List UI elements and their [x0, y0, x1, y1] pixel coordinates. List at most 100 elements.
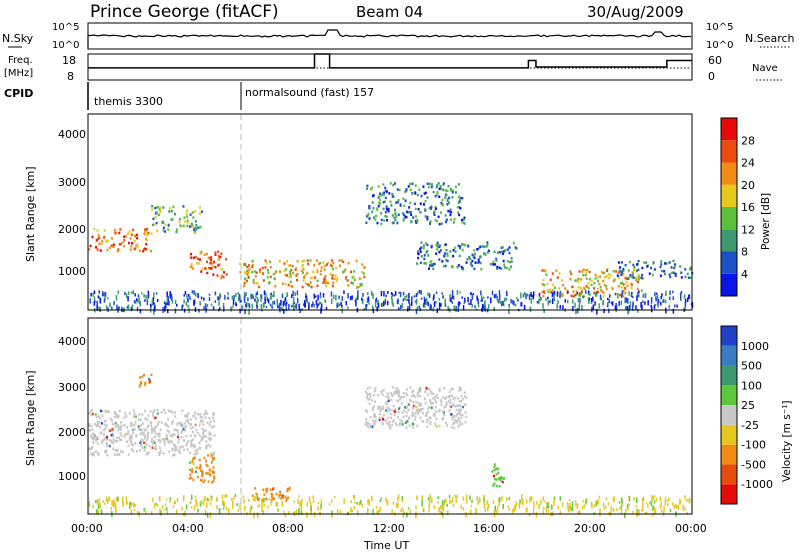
velocity-mark — [203, 456, 206, 460]
power-mark — [353, 276, 356, 279]
velocity-mark — [160, 421, 163, 424]
power-mark — [471, 259, 474, 263]
power-ground-mark — [357, 290, 359, 295]
power-mark — [481, 245, 484, 248]
power-ground-mark — [164, 305, 166, 312]
velocity-mark — [171, 454, 174, 457]
velocity-mark — [434, 395, 437, 399]
velocity-ground-mark — [263, 497, 265, 503]
power-ground-mark — [500, 301, 503, 307]
power-mark — [302, 271, 305, 274]
power-ground-mark — [508, 308, 510, 314]
velocity-mark — [119, 425, 122, 429]
velocity-mark — [205, 471, 208, 475]
power-mark — [129, 248, 132, 251]
power-mark — [191, 225, 194, 228]
velocity-mark — [212, 479, 215, 483]
velocity-ground-mark — [312, 495, 315, 500]
power-ground-mark — [127, 304, 130, 310]
power-mark — [660, 263, 663, 266]
velocity-mark — [95, 439, 98, 443]
power-mark — [603, 271, 606, 275]
power-mark — [461, 196, 464, 200]
velocity-mark — [373, 415, 376, 419]
power-mark — [377, 204, 380, 208]
power-mark — [184, 220, 187, 223]
power-mark — [408, 206, 411, 209]
power-mark — [496, 267, 499, 271]
power-mark — [500, 267, 503, 270]
power-ground-mark — [411, 298, 413, 301]
velocity-mark — [433, 422, 436, 426]
velocity-mark — [373, 400, 376, 403]
velocity-colorbar-label: Velocity [m s⁻¹] — [781, 400, 793, 482]
power-ground-mark — [237, 296, 240, 301]
power-mark — [492, 263, 495, 266]
power-mark — [608, 273, 611, 276]
velocity-mark — [124, 433, 127, 436]
power-mark — [251, 270, 254, 274]
power-ground-mark — [488, 304, 490, 309]
power-mark — [618, 266, 621, 269]
velocity-mark — [194, 423, 197, 427]
velocity-mark — [137, 418, 140, 421]
velocity-mark — [202, 480, 205, 484]
velocity-mark — [114, 421, 117, 425]
power-ground-mark — [458, 301, 460, 307]
power-mark — [624, 287, 627, 290]
power-ground-mark — [579, 298, 581, 303]
velocity-mark — [425, 386, 428, 390]
velocity-mark — [180, 431, 183, 434]
power-ground-mark — [281, 307, 284, 310]
power-mark — [463, 222, 466, 225]
velocity-mark — [101, 409, 104, 413]
velocity-mark — [192, 414, 195, 418]
power-mark — [420, 246, 423, 249]
velocity-mark — [493, 465, 496, 469]
velocity-ground-mark — [659, 505, 662, 509]
velocity-mark — [454, 414, 457, 418]
velocity-mark — [265, 497, 268, 501]
power-mark — [566, 289, 569, 293]
velocity-mark — [96, 442, 99, 446]
power-ground-mark — [684, 301, 687, 308]
power-ground-mark — [134, 293, 136, 297]
power-mark — [570, 272, 573, 276]
power-mark — [290, 268, 293, 272]
velocity-mark — [156, 408, 159, 412]
velocity-mark — [116, 440, 119, 443]
velocity-mark — [97, 453, 100, 457]
velocity-mark — [377, 405, 380, 409]
power-mark — [643, 261, 646, 264]
power-ground-mark — [143, 294, 145, 298]
power-ground-mark — [533, 291, 535, 297]
power-mark — [447, 209, 450, 213]
power-ground-mark — [576, 308, 579, 314]
velocity-ground-mark — [299, 501, 301, 507]
velocity-mark — [147, 431, 150, 435]
power-mark — [468, 255, 471, 259]
power-mark — [508, 251, 511, 255]
velocity-ground-mark — [350, 506, 352, 513]
velocity-mark — [431, 402, 434, 405]
velocity-mark — [396, 399, 399, 402]
velocity-ground-mark — [376, 510, 378, 515]
power-mark — [239, 271, 242, 274]
power-mark — [289, 264, 292, 267]
velocity-ground-mark — [176, 498, 179, 503]
power-mark — [95, 239, 98, 242]
power-ground-mark — [93, 290, 96, 295]
power-mark — [331, 277, 334, 280]
power-mark — [503, 249, 506, 253]
velocity-ground-mark — [300, 505, 303, 511]
power-mark — [156, 229, 159, 233]
power-ground-mark — [318, 301, 321, 305]
power-mark — [480, 267, 483, 271]
power-ground-mark — [661, 293, 663, 297]
velocity-mark — [104, 426, 107, 430]
velocity-ground-mark — [287, 511, 290, 515]
power-ground-mark — [238, 293, 241, 298]
power-ground-mark — [317, 294, 319, 301]
power-mark — [176, 228, 179, 231]
power-ground-mark — [660, 295, 662, 300]
